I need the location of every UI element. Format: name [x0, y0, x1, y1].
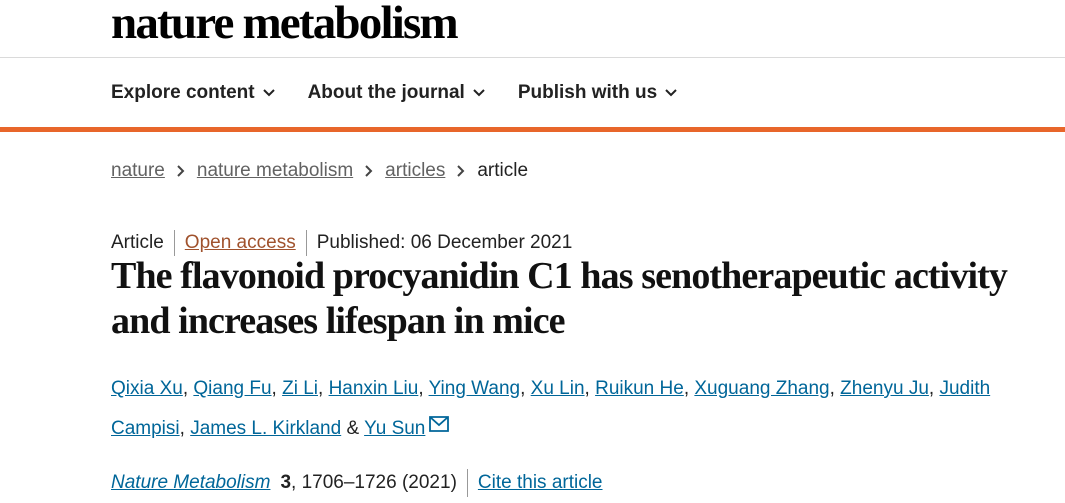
author-list: Qixia Xu, Qiang Fu, Zi Li, Hanxin Liu, Y… [111, 369, 1016, 449]
nav-label[interactable]: Publish with us [517, 82, 658, 103]
author-link[interactable]: Yu Sun [364, 418, 426, 439]
author-separator: & [341, 418, 365, 439]
crumb-current: article [477, 160, 529, 181]
email-icon-shape [429, 416, 450, 432]
nav-label[interactable]: About the journal [307, 82, 465, 103]
logo[interactable]: nature metabolism [111, 0, 459, 49]
author-link[interactable]: Xu Lin [530, 378, 585, 399]
email-icon[interactable] [429, 416, 450, 432]
author-link[interactable]: Qiang Fu [193, 378, 272, 399]
article-meta: Article Open access Published: 06 Decemb… [111, 230, 572, 256]
divider [0, 57, 1065, 58]
article-type: Article [111, 232, 164, 253]
separator [173, 230, 175, 256]
chevron [473, 89, 485, 97]
nav-item[interactable]: Explore content [111, 82, 275, 104]
author-link[interactable]: Zi Li [282, 378, 318, 399]
author-link[interactable]: Zhenyu Ju [840, 378, 929, 399]
author-separator: , [829, 378, 841, 399]
author-link[interactable]: Ruikun He [595, 378, 684, 399]
author-link[interactable]: Judith Campisi [111, 378, 991, 439]
volume: 3 [280, 472, 292, 493]
separator [305, 230, 307, 256]
nav-item[interactable]: About the journal [308, 82, 485, 104]
author-separator: , [182, 378, 194, 399]
crumb-link[interactable]: nature metabolism [196, 160, 354, 181]
author-separator: , [584, 378, 596, 399]
separator [466, 469, 468, 497]
crumb-chevron [457, 165, 465, 177]
author-separator: , [928, 378, 940, 399]
article-title: The flavonoid procyanidin C1 has senothe… [111, 255, 1008, 342]
crumb-chevron [177, 165, 185, 177]
author-separator: , [271, 378, 283, 399]
crumb-link[interactable]: nature [111, 160, 165, 181]
citation: Nature Metabolism 3 , 1706–1726 (2021) C… [111, 469, 603, 497]
author-link[interactable]: Xuguang Zhang [694, 378, 830, 399]
nav-label[interactable]: Explore content [111, 82, 255, 103]
nav: Explore content About the journal Publis… [111, 82, 677, 104]
author-separator: , [520, 378, 531, 399]
chevron [665, 89, 677, 97]
author-link[interactable]: James L. Kirkland [190, 418, 342, 439]
journal-link[interactable]: Nature Metabolism [111, 472, 271, 493]
author-link[interactable]: Qixia Xu [111, 378, 183, 399]
nav-item[interactable]: Publish with us [518, 82, 677, 104]
chevron [262, 89, 275, 97]
crumb-link[interactable]: articles [385, 160, 446, 181]
author-separator: , [318, 378, 329, 399]
cite-link[interactable]: Cite this article [477, 472, 603, 493]
open-access[interactable]: Open access [184, 232, 296, 253]
author-separator: , [179, 418, 191, 439]
breadcrumb: nature nature metabolism articles articl… [111, 160, 528, 182]
pages-year: , 1706–1726 (2021) [291, 472, 457, 493]
author-link[interactable]: Ying Wang [428, 378, 521, 399]
author-link[interactable]: Hanxin Liu [328, 378, 419, 399]
crumb-chevron [365, 165, 373, 177]
author-separator: , [418, 378, 429, 399]
author-separator: , [683, 378, 695, 399]
accent-bar [0, 127, 1065, 132]
published-date: Published: 06 December 2021 [316, 232, 573, 253]
